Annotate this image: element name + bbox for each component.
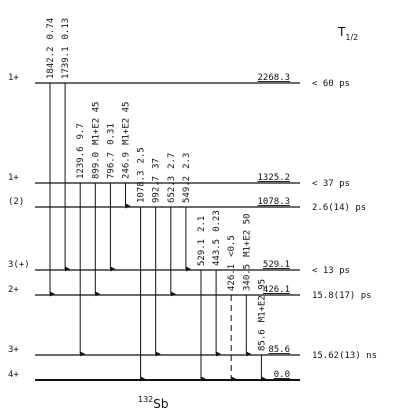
transition-intensity: 0.13 (61, 18, 71, 40)
transition-text: 992.7 37 (152, 158, 162, 203)
level-energy: 2268.3 (257, 73, 290, 83)
spin-label: 3+ (8, 345, 19, 355)
spin-label: 1+ (8, 173, 19, 183)
transition-text: 899.0 M1+E2 45 (91, 102, 101, 179)
transition-text: 652.3 2.7 (167, 153, 177, 203)
transition-intensity: M1+E2 95 (257, 279, 267, 322)
half-life: 15.62(13) ns (312, 351, 377, 361)
spin-label: (2) (8, 197, 24, 207)
mass-number: 132 (138, 395, 153, 404)
transition-intensity: <0.5 (227, 235, 237, 257)
transition-text: 1739.1 0.13 (61, 18, 71, 79)
half-life: 2.6(14) ps (312, 203, 366, 213)
transition-energy: 529.1 (197, 239, 207, 266)
transition-energy: 1842.2 (46, 46, 56, 79)
transition-energy: 340.5 (242, 264, 252, 291)
header-title: T1/2 (337, 25, 358, 42)
spin-label: 1+ (8, 73, 19, 83)
title-sub: 1/2 (345, 33, 358, 42)
transition-text: 85.6 M1+E2 95 (257, 279, 267, 351)
transition-text: 529.1 2.1 (197, 216, 207, 266)
half-life: < 13 ps (312, 266, 350, 276)
transition-energy: 1739.1 (61, 46, 71, 79)
transition-energy: 992.7 (152, 176, 162, 203)
transition-energy: 652.3 (167, 176, 177, 203)
title-main: T (337, 25, 346, 39)
transition-intensity: 9.7 (76, 123, 86, 139)
transition-energy: 1239.6 (76, 146, 86, 179)
transition-text: 549.2 2.3 (182, 153, 192, 203)
transition-intensity: 0.31 (106, 123, 116, 145)
element: Sb (153, 397, 168, 411)
transition-energy: 426.1 (227, 264, 237, 291)
transition-energy: 1078.3 (137, 170, 147, 203)
half-life: < 60 ps (312, 79, 350, 89)
transition-intensity: 2.5 (137, 147, 147, 163)
level-energy: 1078.3 (257, 197, 290, 207)
half-life: 15.8(17) ps (312, 291, 372, 301)
transition-energy: 549.2 (182, 176, 192, 203)
transition-intensity: M1+E2 45 (122, 102, 132, 145)
spin-label: 4+ (8, 370, 19, 380)
transition-energy: 246.9 (122, 152, 132, 179)
transition-intensity: M1+E2 50 (242, 214, 252, 257)
level-energy: 1325.2 (257, 173, 290, 183)
transition-intensity: 2.7 (167, 153, 177, 169)
level-energy: 0.0 (274, 370, 290, 380)
transition-energy: 443.5 (212, 239, 222, 266)
transition-energy: 85.6 (257, 329, 267, 351)
transition-text: 1239.6 9.7 (76, 123, 86, 179)
transition-text: 1078.3 2.5 (137, 147, 147, 203)
transition-text: 340.5 M1+E2 50 (242, 214, 252, 291)
transition-energy: 796.7 (106, 152, 116, 179)
transition-intensity: 2.3 (182, 153, 192, 169)
level-energy: 85.6 (268, 345, 290, 355)
transition-text: 443.5 0.23 (212, 210, 222, 266)
transition-text: 246.9 M1+E2 45 (122, 102, 132, 179)
level-energy: 529.1 (263, 260, 290, 270)
transition-intensity: M1+E2 45 (91, 102, 101, 145)
transition-energy: 899.0 (91, 152, 101, 179)
spin-label: 2+ (8, 285, 19, 295)
transition-intensity: 2.1 (197, 216, 207, 232)
transition-intensity: 37 (152, 158, 162, 169)
transition-intensity: 0.74 (46, 18, 56, 40)
transition-text: 426.1 <0.5 (227, 235, 237, 291)
transition-intensity: 0.23 (212, 210, 222, 232)
spin-label: 3(+) (8, 260, 30, 270)
transition-text: 796.7 0.31 (106, 123, 116, 179)
half-life: < 37 ps (312, 179, 350, 189)
transition-text: 1842.2 0.74 (46, 18, 56, 79)
level-energy: 426.1 (263, 285, 290, 295)
nucleus-label: 132Sb (138, 395, 169, 411)
